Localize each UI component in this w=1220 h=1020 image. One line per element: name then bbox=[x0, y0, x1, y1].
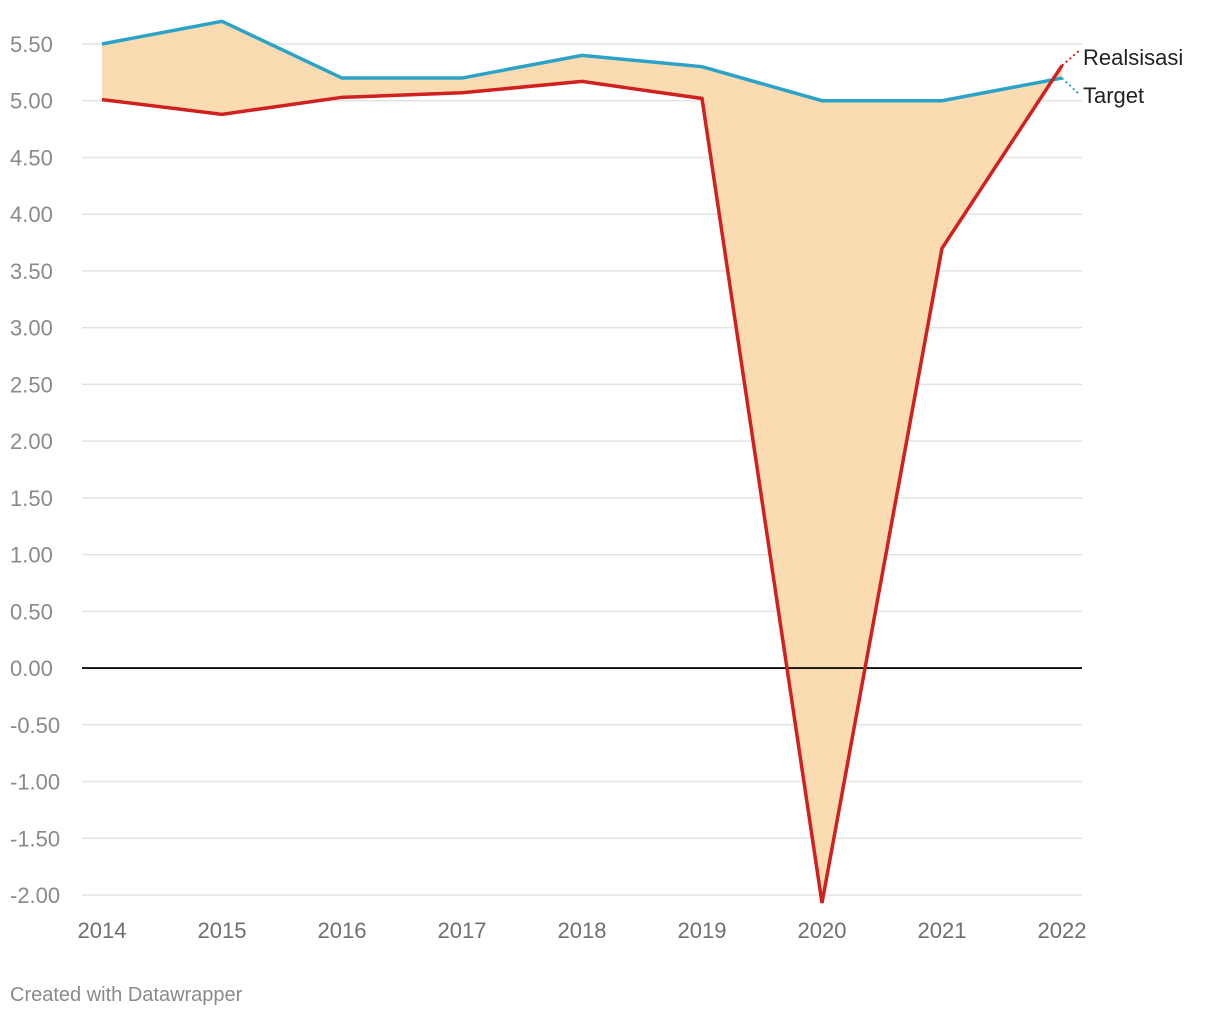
y-tick-label: 3.00 bbox=[10, 316, 53, 341]
y-tick-label: 5.50 bbox=[10, 32, 53, 57]
x-tick-label: 2017 bbox=[438, 918, 487, 943]
x-tick-label: 2020 bbox=[798, 918, 847, 943]
y-axis-ticks: 5.50 5.00 4.50 4.00 3.50 3.00 2.50 2.00 1.50 1.00… bbox=[10, 32, 60, 908]
x-tick-label: 2021 bbox=[918, 918, 967, 943]
x-axis-ticks: 2014 2015 2016 2017 2018 2019 2020 2021 2022 bbox=[78, 918, 1087, 943]
series-line-target bbox=[101, 19, 1063, 103]
x-tick-label: 2018 bbox=[558, 918, 607, 943]
x-tick-label: 2015 bbox=[198, 918, 247, 943]
y-tick-label: -1.00 bbox=[10, 770, 60, 795]
x-tick-label: 2019 bbox=[678, 918, 727, 943]
y-tick-label: 1.00 bbox=[10, 543, 53, 568]
series-label-target: Target bbox=[1083, 83, 1144, 108]
y-tick-label: -1.50 bbox=[10, 826, 60, 851]
series-label-realsisasi: Realsisasi bbox=[1083, 45, 1183, 70]
y-tick-label: -2.00 bbox=[10, 883, 60, 908]
series-lines bbox=[101, 19, 1064, 904]
y-tick-label: 3.50 bbox=[10, 259, 53, 284]
y-tick-label: 2.50 bbox=[10, 372, 53, 397]
target-leader bbox=[1061, 77, 1081, 96]
x-tick-label: 2016 bbox=[318, 918, 367, 943]
y-tick-label: 0.50 bbox=[10, 599, 53, 624]
y-tick-label: 4.00 bbox=[10, 202, 53, 227]
gap-area bbox=[102, 21, 1062, 903]
y-tick-label: 5.00 bbox=[10, 89, 53, 114]
y-tick-label: 4.50 bbox=[10, 145, 53, 170]
y-tick-label: 2.00 bbox=[10, 429, 53, 454]
series-labels: Realsisasi Target bbox=[1061, 45, 1183, 108]
gap-area-fill bbox=[102, 21, 1062, 903]
datawrapper-credit: Created with Datawrapper bbox=[10, 984, 243, 1006]
y-tick-label: 0.00 bbox=[10, 656, 53, 681]
realsisasi-leader bbox=[1061, 49, 1081, 67]
series-line-realsisasi bbox=[101, 64, 1064, 904]
x-tick-label: 2022 bbox=[1038, 918, 1087, 943]
y-tick-label: -0.50 bbox=[10, 713, 60, 738]
gridlines bbox=[82, 43, 1082, 896]
y-tick-label: 1.50 bbox=[10, 486, 53, 511]
x-tick-label: 2014 bbox=[78, 918, 127, 943]
